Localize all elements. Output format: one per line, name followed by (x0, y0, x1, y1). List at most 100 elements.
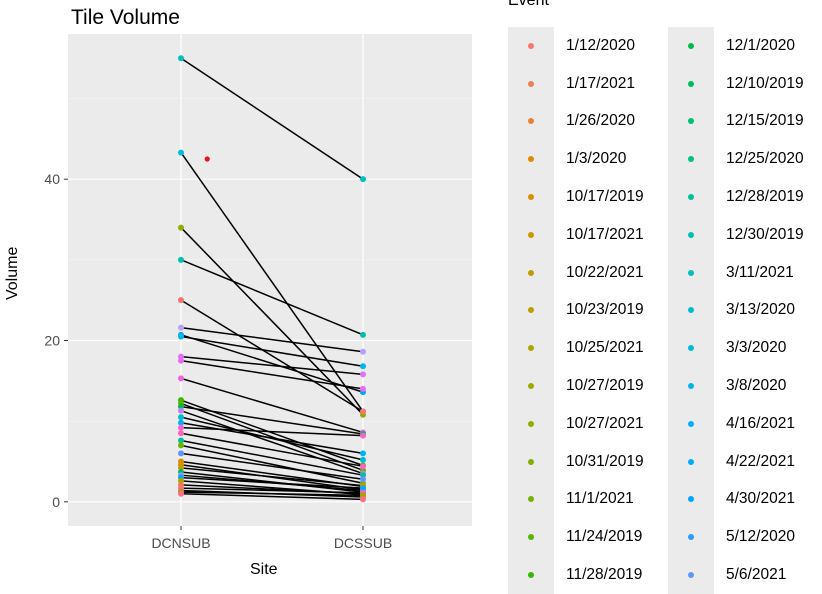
legend-label: 10/23/2019 (566, 301, 644, 319)
legend-item: 11/24/2019 (508, 518, 668, 557)
legend-item: 5/6/2021 (668, 556, 822, 594)
legend-key (508, 518, 554, 557)
pair-line (180, 355, 364, 376)
legend-swatch (528, 307, 534, 314)
data-point-dcnsub (178, 357, 184, 364)
legend-key (668, 404, 714, 443)
pair-lines (180, 57, 364, 501)
legend-label: 3/3/2020 (726, 339, 787, 357)
legend-key (668, 556, 714, 594)
pair-line (180, 335, 364, 368)
legend-key (668, 291, 714, 330)
legend-swatch (688, 458, 694, 465)
legend-title: Event (508, 0, 549, 9)
data-point-dcnsub (178, 333, 184, 340)
chart-plot: 0 20 40 DCNSUB DCSSUB (44, 34, 472, 551)
legend-item: 3/11/2021 (668, 253, 822, 292)
data-point-dcnsub (178, 324, 184, 331)
legend-swatch (528, 194, 534, 201)
legend-key (508, 140, 554, 179)
legend-label: 10/17/2021 (566, 225, 644, 243)
legend-key (508, 367, 554, 405)
legend-key (668, 480, 714, 519)
axis-ticks: 0 20 40 DCNSUB DCSSUB (44, 171, 392, 551)
data-point-dcnsub (178, 297, 184, 304)
pair-line (180, 492, 364, 501)
legend-swatch (688, 572, 694, 579)
legend-label: 1/12/2020 (566, 36, 635, 54)
legend-item: 1/12/2020 (508, 27, 668, 65)
legend-swatch (528, 80, 534, 87)
pair-line (180, 326, 364, 353)
data-point-dcnsub (178, 149, 184, 156)
legend-swatch (688, 194, 694, 201)
legend-item: 1/3/2020 (508, 140, 668, 179)
x-tick-label: DCNSUB (151, 535, 210, 551)
legend-label: 3/8/2020 (726, 377, 787, 395)
legend-key (508, 64, 554, 103)
legend-key (668, 442, 714, 481)
legend-item: 1/26/2020 (508, 102, 668, 141)
legend-label: 10/27/2019 (566, 377, 644, 395)
legend-swatch (528, 118, 534, 125)
data-point-dcssub (360, 348, 366, 355)
legend-item: 12/10/2019 (668, 64, 822, 103)
pair-line (180, 259, 364, 336)
legend-label: 12/10/2019 (726, 74, 804, 92)
legend-item: 11/28/2019 (508, 556, 668, 594)
legend-swatch (528, 496, 534, 503)
legend-item: 10/27/2019 (508, 367, 668, 405)
legend-label: 11/24/2019 (566, 528, 643, 546)
pair-line (180, 152, 364, 412)
legend-item: 12/1/2020 (668, 27, 822, 65)
pair-line (180, 452, 364, 480)
legend-swatch (528, 383, 534, 390)
legend-key (508, 291, 554, 330)
data-point-dcnsub (178, 55, 184, 62)
legend-label: 10/22/2021 (566, 263, 644, 281)
legend-swatch (688, 42, 694, 49)
legend-label: 4/16/2021 (726, 414, 795, 432)
y-tick-label: 20 (44, 332, 60, 348)
data-point-dcssub (360, 363, 366, 370)
pair-line (180, 467, 364, 487)
legend-item: 10/22/2021 (508, 253, 668, 292)
legend-label: 4/22/2021 (726, 452, 795, 470)
legend-key (508, 442, 554, 481)
legend-key (668, 367, 714, 405)
legend-swatch (528, 572, 534, 579)
pair-line (180, 359, 364, 390)
data-point-dcnsub (178, 224, 184, 231)
legend-label: 1/26/2020 (566, 112, 635, 130)
legend-column-2: 12/1/2020 12/10/2019 12/15/2019 12/25/2020 1… (668, 27, 822, 594)
legend-key (668, 27, 714, 65)
legend-key (668, 518, 714, 557)
y-tick-label: 0 (52, 494, 60, 510)
legend-swatch (688, 345, 694, 352)
legend-swatch (528, 534, 534, 541)
legend-item: 10/27/2021 (508, 404, 668, 443)
legend-label: 12/1/2020 (726, 36, 795, 54)
legend-swatch (688, 307, 694, 314)
legend-label: 12/15/2019 (726, 112, 804, 130)
legend-item: 4/22/2021 (668, 442, 822, 481)
pair-line (180, 432, 364, 468)
legend-label: 1/3/2020 (566, 150, 627, 168)
pair-line (180, 334, 364, 393)
data-point-dcnsub (178, 437, 184, 444)
pair-line (180, 405, 364, 435)
pair-line (180, 444, 364, 484)
legend-item: 12/30/2019 (668, 215, 822, 254)
legend-label: 12/30/2019 (726, 225, 804, 243)
legend-key (508, 253, 554, 292)
pair-line (180, 377, 364, 434)
legend-key (508, 215, 554, 254)
legend-item: 12/28/2019 (668, 178, 822, 216)
legend-label: 1/17/2021 (566, 74, 635, 92)
data-point-dcssub (360, 450, 366, 457)
legend-item: 5/12/2020 (668, 518, 822, 557)
legend: Event 1/12/2020 1/17/2021 1/26/2020 1/3/202… (490, 0, 822, 594)
legend-key (508, 556, 554, 594)
legend-label: 10/17/2019 (566, 188, 644, 206)
legend-key (508, 102, 554, 141)
